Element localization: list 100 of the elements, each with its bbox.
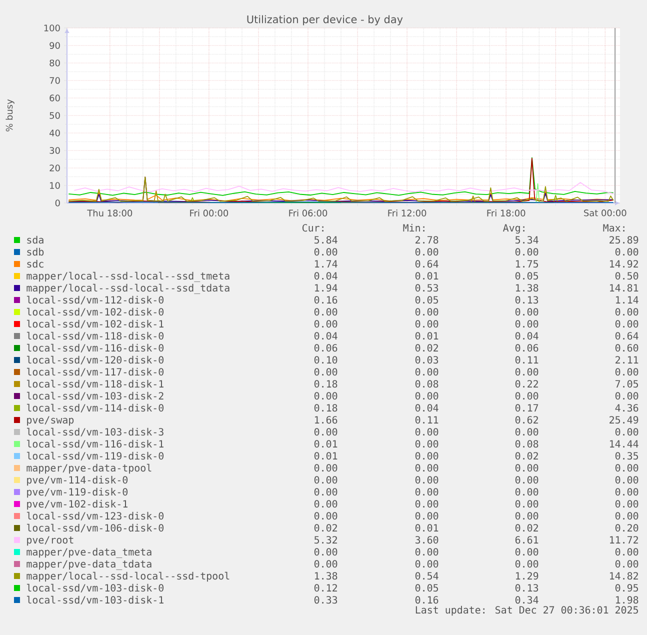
text: 0.00 [314, 500, 338, 508]
text: 0.00 [515, 308, 538, 316]
text: 14.44 [610, 440, 638, 448]
text: 0.00 [415, 320, 438, 328]
text: 0.18 [314, 380, 338, 388]
text: 1.98 [616, 596, 638, 604]
text: 11.72 [610, 536, 638, 544]
text: 6.61 [515, 536, 538, 544]
text: 0.62 [515, 416, 538, 424]
text: 0.35 [615, 452, 638, 460]
text: 7.05 [615, 380, 638, 388]
text: 1.14 [616, 296, 638, 304]
text: 0.01 [415, 272, 438, 280]
legend-label: local-ssd/vm-102-disk-1 [26, 320, 164, 328]
text: 0.00 [314, 488, 338, 496]
legend-label: pve/root [27, 536, 74, 546]
legend-label: local-ssd/vm-103-disk-3 [26, 428, 164, 436]
text: 0.04 [415, 404, 438, 412]
text: 0.00 [515, 248, 538, 256]
text: 0.11 [515, 356, 538, 364]
text: 1.94 [315, 284, 338, 292]
text: 0.00 [314, 548, 338, 556]
text: 0.06 [314, 344, 338, 352]
legend-label: local-ssd/vm-118-disk-0 [26, 332, 164, 340]
text: 2.78 [416, 236, 438, 244]
text: 0.00 [515, 368, 538, 376]
legend-label: local-ssd/vm-120-disk-0 [26, 356, 164, 364]
text: 0.00 [515, 392, 538, 400]
text: 0.00 [415, 512, 438, 520]
text: 0.02 [515, 524, 538, 532]
text: 0.00 [515, 476, 538, 484]
text: 0.05 [415, 584, 438, 592]
text: 0.00 [515, 560, 538, 568]
text: 0.95 [615, 584, 638, 592]
text: 0.34 [515, 596, 538, 604]
text: 0.00 [615, 476, 638, 484]
legend-label: pve/swap [27, 416, 74, 426]
text: 0.00 [615, 392, 638, 400]
legend-label: pve/vm-102-disk-1 [27, 500, 128, 510]
x-tick-label: Thu 18:00 [87, 210, 132, 216]
text: 0.00 [314, 560, 338, 568]
y-tick-label: 0 [55, 200, 60, 206]
legend-label: pve/vm-119-disk-0 [27, 488, 128, 498]
text: 0.13 [515, 296, 538, 304]
y-tick-label: 50 [50, 112, 60, 119]
text: 0.00 [615, 308, 638, 316]
legend-label: sda [27, 236, 44, 244]
text: 0.08 [415, 380, 438, 388]
legend-label: local-ssd/vm-123-disk-0 [26, 512, 164, 520]
legend-label: sdb [27, 248, 44, 256]
text: 2.11 [616, 356, 638, 364]
legend-label: mapper/local--ssd-local--ssd-tpool [26, 572, 230, 582]
y-tick-label: 30 [50, 147, 60, 154]
legend-label: local-ssd/vm-116-disk-1 [26, 440, 164, 448]
text: 0.00 [415, 500, 438, 508]
text: 0.00 [415, 464, 438, 472]
text: 0.00 [615, 512, 638, 520]
line-series [74, 182, 614, 194]
text: 0.16 [314, 296, 338, 304]
text: 0.53 [415, 284, 438, 292]
text: 0.00 [415, 440, 438, 448]
text: 0.00 [515, 512, 538, 520]
text: 0.01 [415, 524, 438, 532]
text: 1.75 [516, 260, 538, 268]
line-series [68, 157, 614, 196]
text: Min: [403, 224, 424, 232]
x-tick-label: Fri 00:00 [190, 210, 228, 216]
legend-label: mapper/local--ssd-local--ssd_tmeta [26, 272, 230, 282]
y-tick-label: 10 [50, 182, 60, 189]
text: 0.00 [314, 308, 338, 316]
text: 0.00 [515, 488, 538, 496]
text: 0.54 [415, 572, 438, 580]
text: 0.02 [415, 344, 438, 352]
text: 0.00 [615, 500, 638, 508]
text: 14.92 [610, 260, 638, 268]
text: 0.05 [515, 272, 538, 280]
text: 0.03 [415, 356, 438, 364]
text: 0.00 [515, 320, 538, 328]
text: 0.17 [515, 404, 538, 412]
text: 0.01 [314, 440, 338, 448]
text: 0.00 [515, 428, 538, 436]
text: 0.00 [615, 428, 638, 436]
text: 0.00 [615, 464, 638, 472]
text: 14.81 [610, 284, 638, 292]
text: 0.60 [615, 344, 638, 352]
legend-label: local-ssd/vm-103-disk-2 [26, 392, 164, 400]
y-tick-label: 20 [50, 164, 60, 172]
legend-label: local-ssd/vm-112-disk-0 [26, 296, 164, 304]
legend-label: mapper/pve-data-tpool [26, 464, 152, 474]
legend-label: local-ssd/vm-118-disk-1 [26, 380, 164, 388]
text: 0.33 [314, 596, 338, 604]
text: 5.32 [314, 536, 337, 544]
text: Last update: Sat Dec 27 00:36:01 2025 [416, 606, 638, 616]
y-tick-label: 80 [50, 60, 60, 66]
text: 0.02 [515, 452, 538, 460]
legend-label: mapper/pve-data_tmeta [26, 548, 152, 558]
text: 0.00 [415, 452, 438, 460]
text: 0.12 [314, 584, 337, 592]
legend-label: local-ssd/vm-103-disk-1 [26, 596, 164, 604]
text: 0.00 [615, 320, 638, 328]
